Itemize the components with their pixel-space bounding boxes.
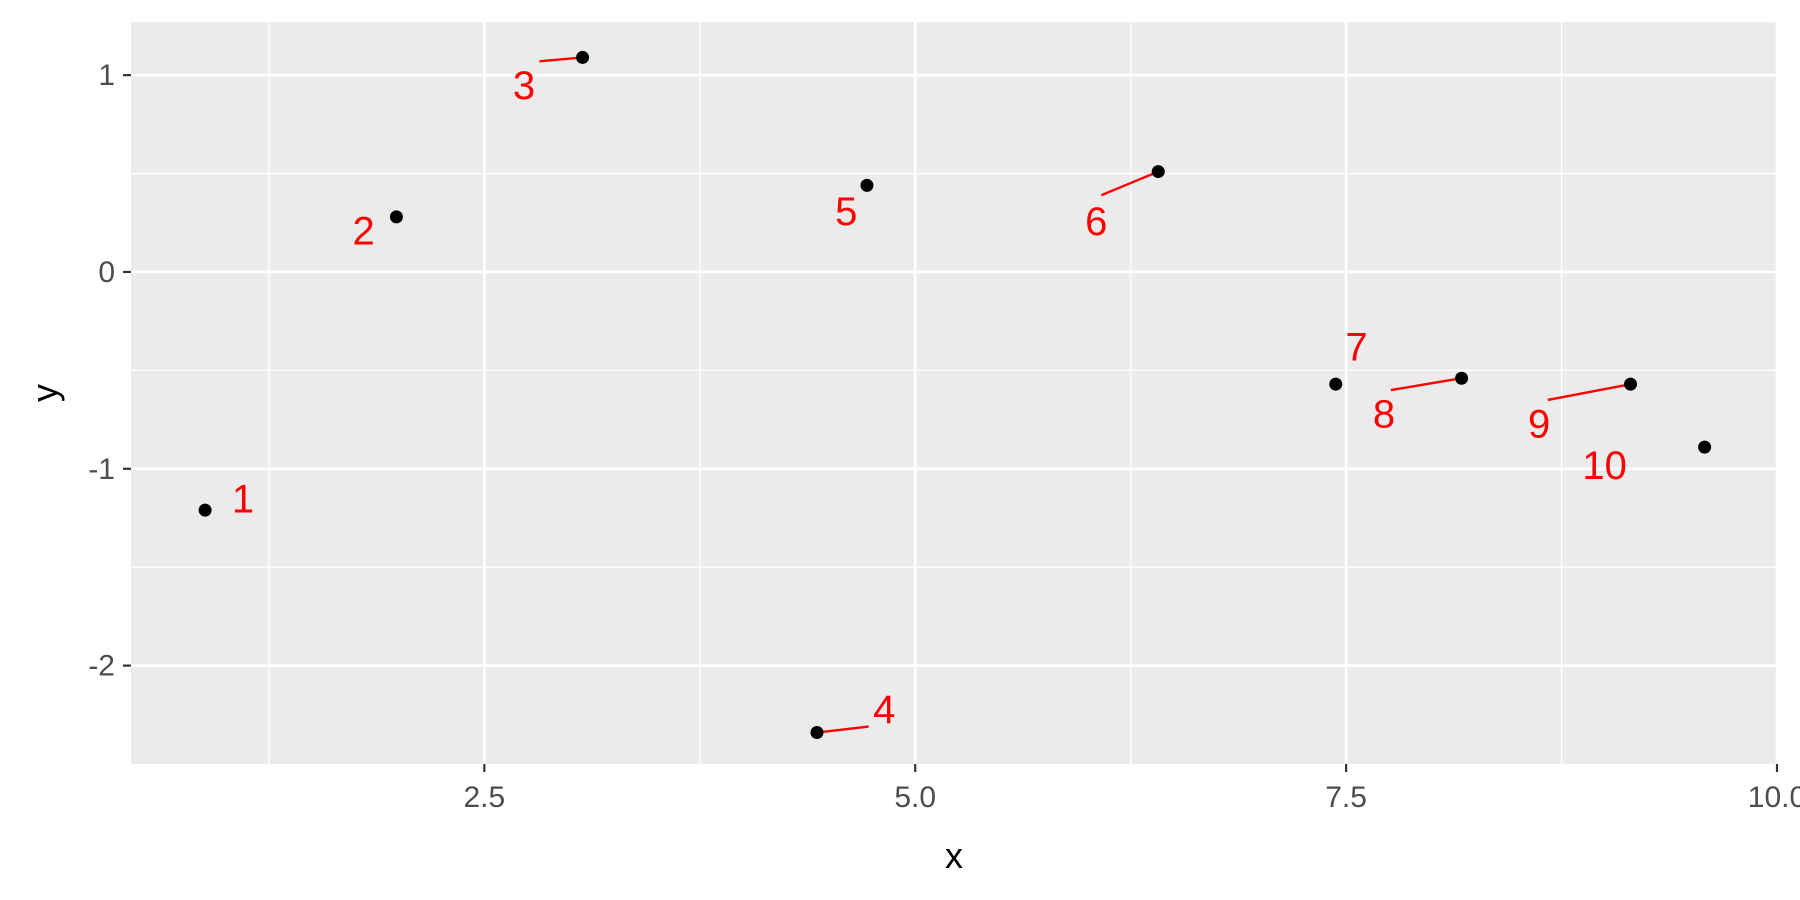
data-points [198,50,1712,740]
point-label: 6 [1085,200,1107,244]
major-gridlines [131,22,1779,764]
x-tick-label: 7.5 [1325,781,1367,814]
y-tick-labels: -2 -1 0 1 [88,59,115,682]
point-label: 4 [873,688,895,732]
y-tick-label: -1 [88,453,115,486]
x-axis-title: x [945,835,963,876]
point-label: 5 [835,190,857,234]
point-label: 9 [1528,403,1550,447]
point-labels: 1 2 3 4 5 6 78 9 10 [232,64,1627,732]
connector-line [539,56,583,63]
axis-ticks [123,74,1779,772]
point-label: 8 [1373,393,1395,437]
data-point [860,178,874,192]
data-point [810,726,824,740]
data-point [1455,371,1469,385]
point-label: 2 [353,210,375,254]
connector-line [1390,377,1462,392]
y-axis-title: y [24,384,65,402]
data-point [1623,377,1637,391]
data-point [1698,440,1712,454]
data-point [576,50,590,64]
data-point [198,503,212,517]
data-point [1329,377,1343,391]
x-tick-labels: 2.5 5.0 7.5 10.0 [463,781,1800,814]
connector-line [1547,382,1631,402]
point-label: 1 [232,477,254,521]
minor-gridlines [131,22,1777,764]
data-point [1151,165,1165,179]
y-tick-label: 1 [98,59,115,92]
data-point [389,210,403,224]
x-tick-label: 5.0 [894,781,936,814]
plot-panel [131,22,1777,764]
point-label: 10 [1582,444,1627,488]
y-tick-label: -2 [88,650,115,683]
x-tick-label: 2.5 [463,781,505,814]
label-connectors [539,56,1631,734]
connector-line [1100,170,1159,197]
y-tick-label: 0 [98,256,115,289]
point-label: 7 [1345,326,1367,370]
point-label: 3 [513,64,535,108]
x-tick-label: 10.0 [1748,781,1800,814]
connector-line [816,725,869,734]
